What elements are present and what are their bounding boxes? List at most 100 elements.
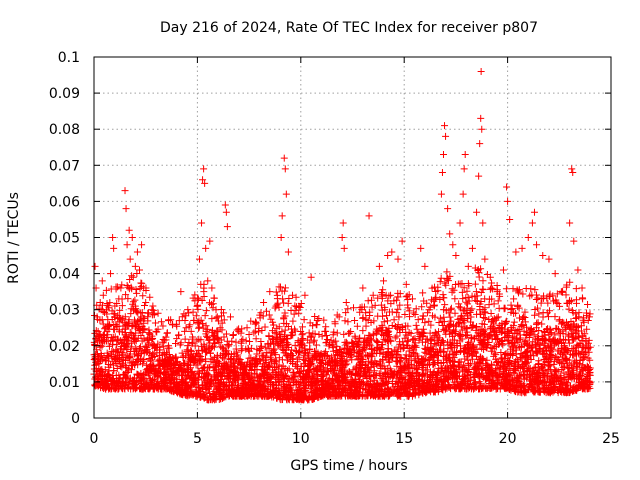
data-point [202,330,210,338]
data-point [154,384,162,392]
data-point [126,347,134,355]
data-point [206,379,214,387]
data-point [145,329,153,337]
data-point [133,270,141,278]
data-point [172,340,180,348]
data-point [121,313,129,321]
data-point [195,335,203,343]
data-point [132,322,140,330]
data-point [132,286,140,294]
chart-title: Day 216 of 2024, Rate Of TEC Index for r… [160,20,538,36]
data-point [285,365,293,373]
data-point [209,363,217,371]
data-point [322,331,330,339]
data-point [206,364,214,372]
data-point [204,371,212,379]
data-point [487,309,495,317]
data-point [129,362,137,370]
data-point [195,388,203,396]
data-point [202,389,210,397]
data-point [261,323,269,331]
data-point [447,306,455,314]
data-point [384,317,392,325]
data-point [184,361,192,369]
data-point [234,351,242,359]
data-point [226,392,234,400]
data-point [213,353,221,361]
data-point [237,347,245,355]
data-point [184,342,192,350]
data-point [142,348,150,356]
data-point [176,341,184,349]
data-point [190,316,198,324]
data-point [138,308,146,316]
data-point [214,317,222,325]
data-point [138,279,146,287]
data-point [170,354,178,362]
data-point [233,326,241,334]
data-point [214,357,222,365]
data-point [280,299,288,307]
data-point [290,310,298,318]
data-point [535,310,543,318]
data-point [532,295,540,303]
data-point [95,305,103,313]
data-point [157,318,165,326]
data-point [133,289,141,297]
data-point [139,357,147,365]
data-point [121,342,129,350]
data-point [231,377,239,385]
data-point [179,372,187,380]
data-point [217,395,225,403]
data-point [104,370,112,378]
data-point [146,384,154,392]
data-point [149,302,157,310]
data-point [185,372,193,380]
data-point [173,382,181,390]
data-point [217,378,225,386]
data-point [128,272,136,280]
data-point [157,378,165,386]
data-point [113,283,121,291]
data-point [159,322,167,330]
data-point [333,311,341,319]
data-point [114,335,122,343]
data-point [185,384,193,392]
data-point [229,332,237,340]
data-point [350,304,358,312]
data-point [189,379,197,387]
data-point [188,340,196,348]
data-point [111,356,119,364]
data-point [208,326,216,334]
data-point [174,363,182,371]
data-point [177,379,185,387]
data-point [437,274,445,282]
data-point [138,383,146,391]
data-point [175,331,183,339]
data-point [118,281,126,289]
data-point [139,326,147,334]
data-point [123,345,131,353]
data-point [276,283,284,291]
data-point [148,311,156,319]
data-point [213,327,221,335]
data-point [188,333,196,341]
data-point [292,361,300,369]
data-point [146,293,154,301]
data-point [479,277,487,285]
data-point [443,268,451,276]
data-point [341,317,349,325]
data-point [459,295,467,303]
data-point [208,315,216,323]
data-point [364,297,372,305]
data-point [419,289,427,297]
data-point [201,312,209,320]
data-point [137,309,145,317]
data-point [187,348,195,356]
data-point [194,295,202,303]
data-point [198,356,206,364]
data-point [178,313,186,321]
data-point [181,335,189,343]
data-point [440,313,448,321]
